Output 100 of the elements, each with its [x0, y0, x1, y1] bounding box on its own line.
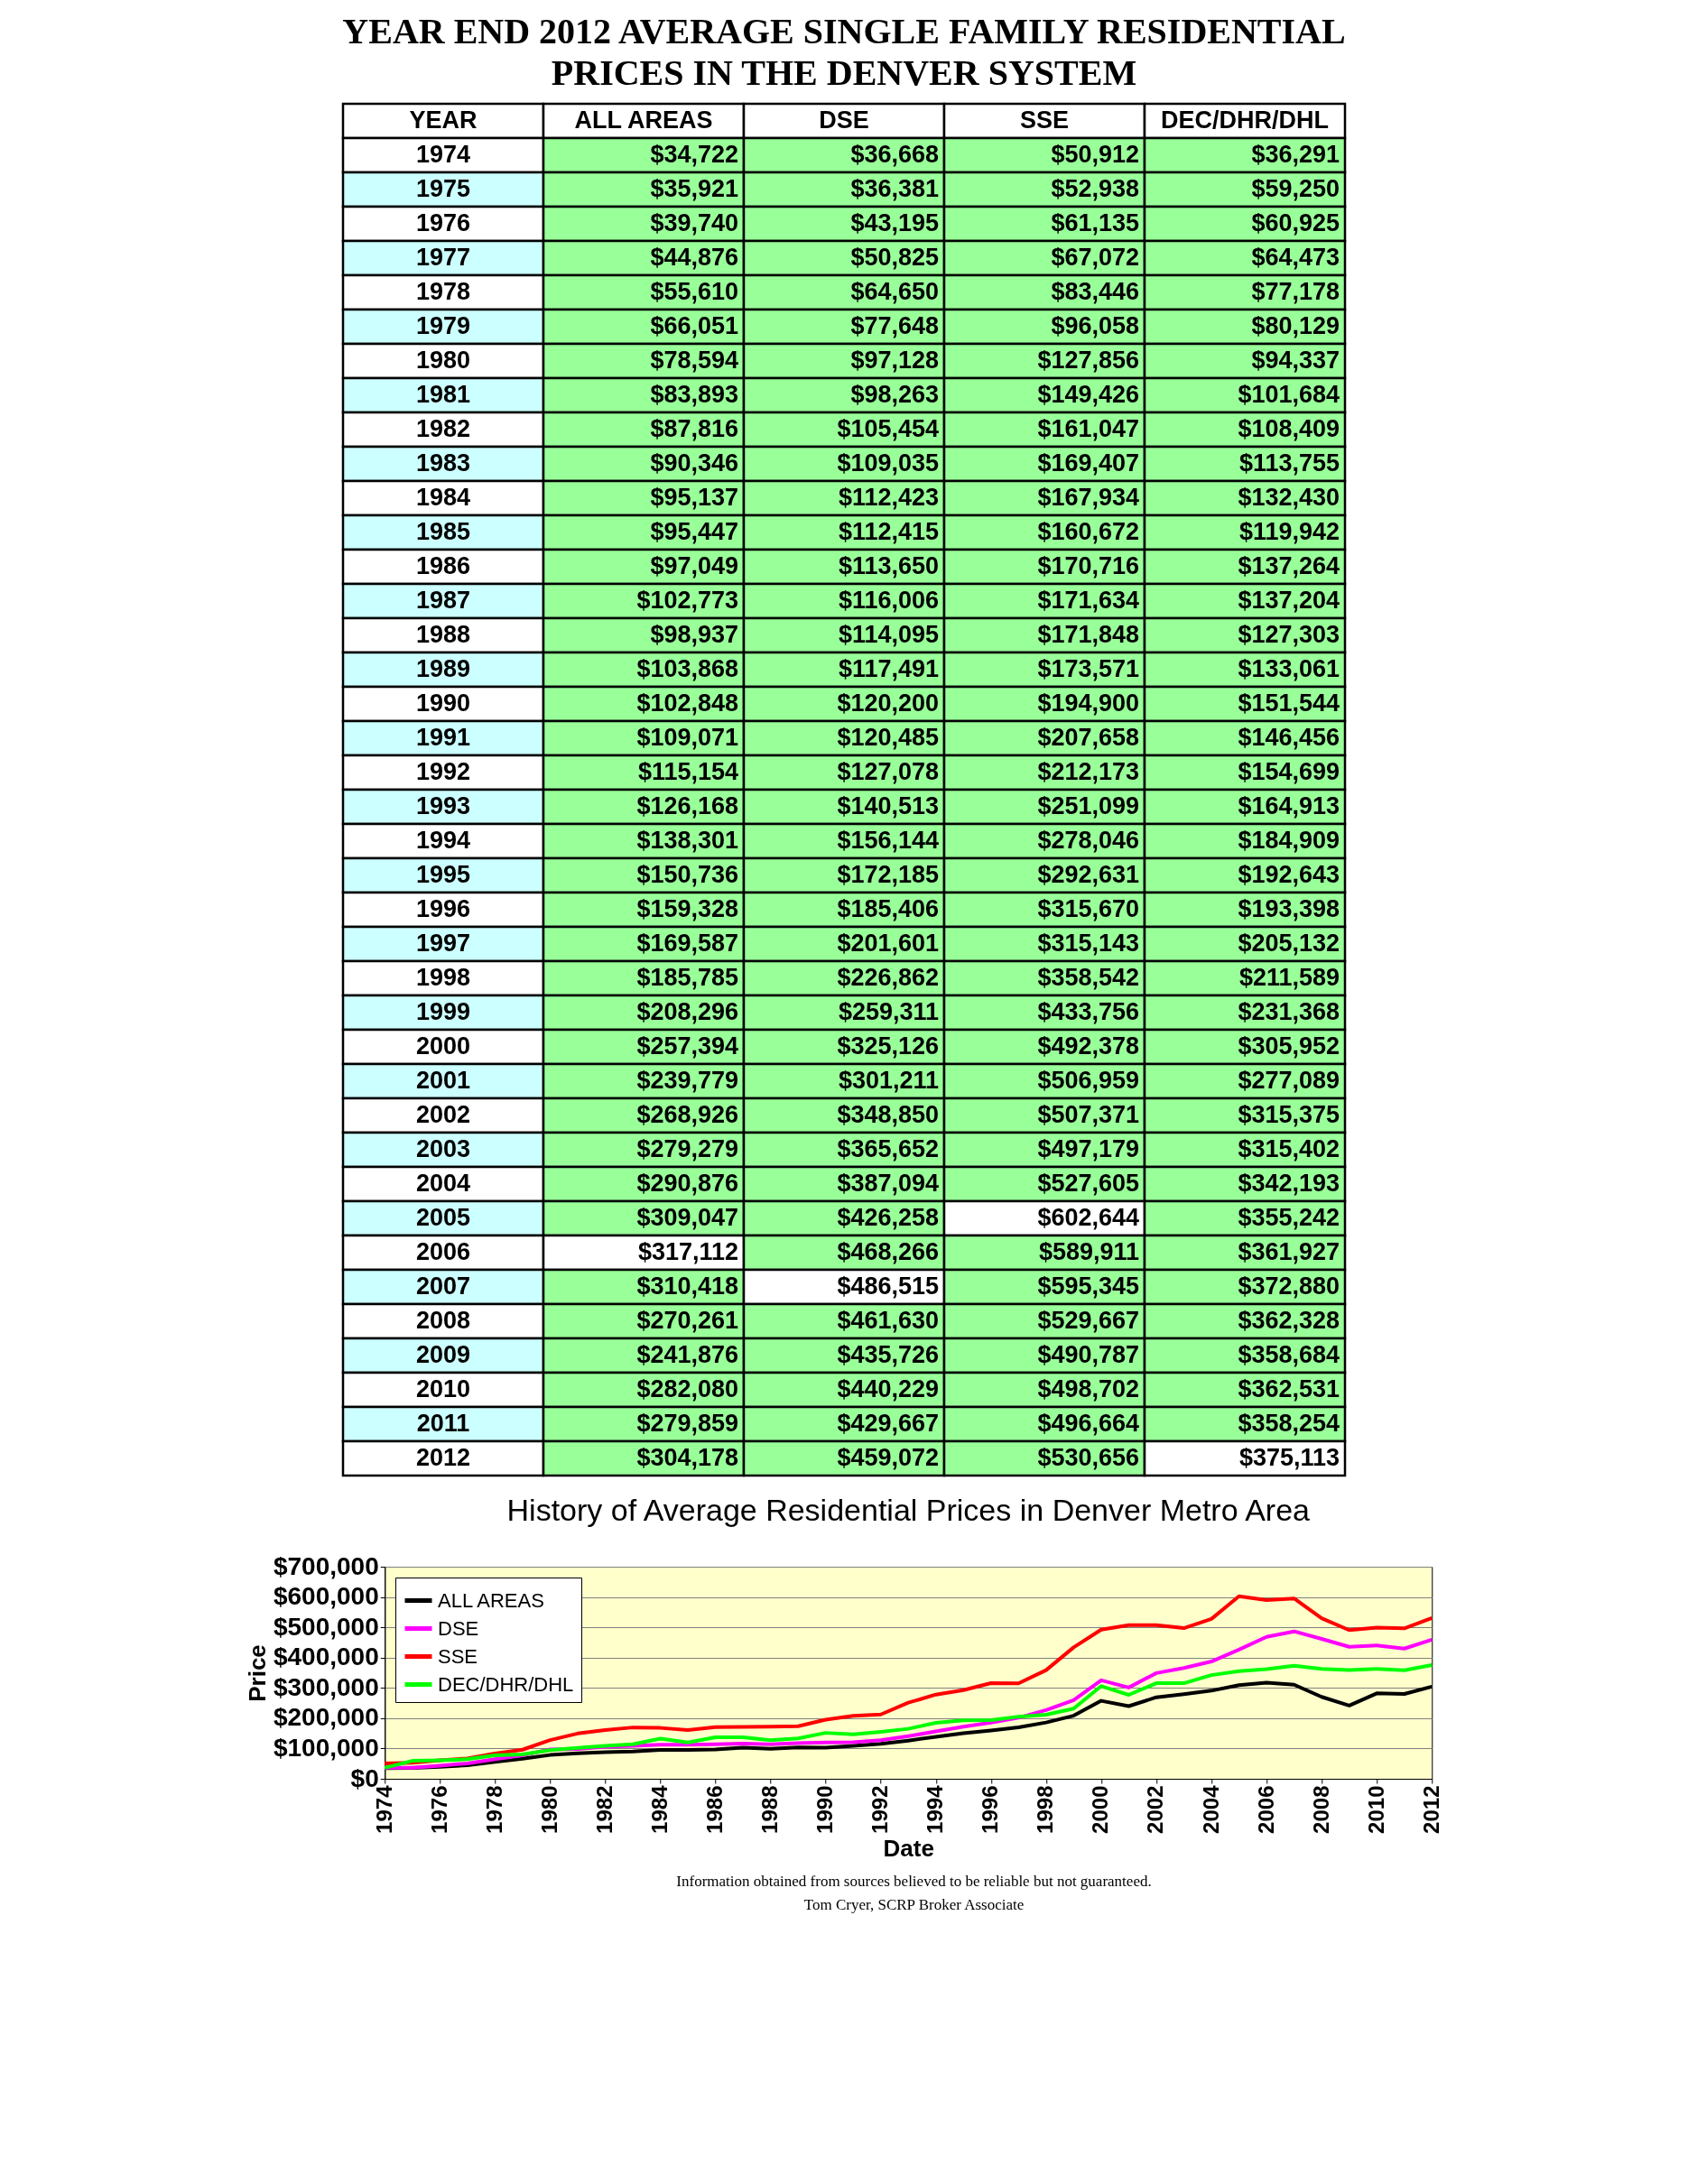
data-label: $208,296	[636, 998, 738, 1025]
x-tick-label: 2012	[1418, 1785, 1443, 1834]
data-label: $90,346	[650, 449, 738, 477]
data-label: $315,670	[1037, 895, 1139, 922]
data-label: $67,072	[1051, 244, 1139, 271]
data-label: $102,848	[636, 689, 738, 717]
y-tick-label: $200,000	[273, 1703, 379, 1732]
data-label: $101,684	[1238, 381, 1340, 408]
data-label: $170,716	[1037, 552, 1139, 579]
data-label: $194,900	[1037, 689, 1139, 717]
data-label: $64,650	[850, 278, 939, 305]
data-label: $315,143	[1037, 930, 1139, 957]
data-label: $127,303	[1238, 621, 1340, 648]
x-tick-label: 1990	[812, 1785, 838, 1834]
y-tick-label: 1978	[415, 278, 471, 305]
data-label: $60,925	[1251, 209, 1340, 236]
data-label: $113,755	[1238, 449, 1340, 477]
data-label: $259,311	[838, 998, 939, 1025]
y-tick-label: 1977	[415, 244, 471, 271]
y-tick-label: 2007	[415, 1272, 471, 1300]
data-label: $61,135	[1051, 209, 1139, 236]
data-label: $172,185	[837, 861, 939, 888]
data-label: $115,154	[637, 758, 738, 785]
y-tick-label: 2001	[415, 1067, 471, 1094]
data-label: $241,876	[636, 1341, 738, 1368]
data-label: $109,071	[636, 724, 738, 751]
data-label: $277,089	[1238, 1067, 1340, 1094]
x-tick-label: ALL AREAS	[574, 106, 713, 134]
y-tick-label: $100,000	[273, 1733, 379, 1762]
data-label: $105,454	[837, 415, 939, 442]
y-tick-label: 1974	[415, 141, 471, 168]
x-tick-label: DSE	[819, 106, 869, 134]
data-label: $137,264	[1238, 552, 1340, 579]
data-label: $226,862	[837, 964, 939, 991]
data-label: $315,375	[1238, 1101, 1340, 1128]
data-label: $282,080	[636, 1375, 738, 1402]
data-label: $113,650	[838, 552, 939, 579]
data-label: $52,938	[1051, 175, 1139, 202]
data-label: $64,473	[1251, 244, 1340, 271]
y-tick-label: 1986	[415, 552, 471, 579]
data-label: $440,229	[837, 1375, 939, 1402]
data-label: $310,418	[636, 1272, 738, 1300]
data-label: $66,051	[650, 312, 738, 339]
y-tick-label: 2008	[415, 1307, 471, 1334]
y-tick-label: 1975	[415, 175, 471, 202]
data-label: $498,702	[1037, 1375, 1139, 1402]
data-label: $160,672	[1037, 518, 1139, 545]
data-label: $185,406	[837, 895, 939, 922]
chart-title: History of Average Residential Prices in Denver Metro Area	[506, 1493, 1311, 1527]
data-label: $95,137	[650, 484, 738, 511]
data-label: $87,816	[650, 415, 738, 442]
x-tick-label: 2004	[1198, 1784, 1223, 1834]
data-label: $207,658	[1037, 724, 1139, 751]
data-label: $506,959	[1037, 1067, 1139, 1094]
data-label: $375,113	[1238, 1444, 1340, 1471]
data-label: $35,921	[650, 175, 738, 202]
data-label: $36,291	[1251, 141, 1340, 168]
data-label: $497,179	[1037, 1135, 1139, 1162]
data-label: $149,426	[1037, 381, 1139, 408]
data-label: $138,301	[636, 827, 738, 854]
y-tick-label: 1982	[415, 415, 471, 442]
data-label: $358,542	[1037, 964, 1139, 991]
data-label: $50,825	[850, 244, 939, 271]
data-label: $355,242	[1238, 1204, 1340, 1231]
y-tick-label: 2000	[415, 1032, 471, 1060]
y-tick-label: 2012	[415, 1444, 471, 1471]
y-tick-label: $400,000	[273, 1643, 379, 1671]
data-label: $211,589	[1238, 964, 1340, 991]
data-label: $151,544	[1238, 689, 1340, 717]
y-tick-label: 1996	[415, 895, 471, 922]
data-label: $114,095	[838, 621, 939, 648]
data-label: $193,398	[1238, 895, 1340, 922]
data-label: $270,261	[636, 1307, 738, 1334]
data-label: $348,850	[837, 1101, 939, 1128]
x-tick-label: 1986	[702, 1785, 728, 1834]
data-label: $304,178	[636, 1444, 738, 1471]
data-label: $150,736	[636, 861, 738, 888]
x-tick-label: 1994	[923, 1784, 948, 1834]
data-label: $83,893	[650, 381, 738, 408]
legend-label: DEC/DHR/DHL	[438, 1672, 574, 1696]
y-tick-label: 1993	[415, 792, 471, 819]
data-label: $362,328	[1238, 1307, 1340, 1334]
data-label: $43,195	[850, 209, 939, 236]
data-label: $97,128	[850, 347, 939, 374]
y-tick-label: 2006	[415, 1238, 471, 1265]
data-label: $602,644	[1037, 1204, 1139, 1231]
data-label: $426,258	[837, 1204, 939, 1231]
data-label: $268,926	[636, 1101, 738, 1128]
data-label: $36,668	[850, 141, 939, 168]
y-tick-label: 1981	[415, 381, 471, 408]
y-tick-label: 1988	[415, 621, 471, 648]
data-label: $461,630	[837, 1307, 939, 1334]
y-tick-label: 2011	[416, 1410, 470, 1437]
data-label: $164,913	[1238, 792, 1340, 819]
data-label: $529,667	[1037, 1307, 1139, 1334]
x-tick-label: 1980	[536, 1785, 561, 1834]
x-tick-label: 2006	[1253, 1785, 1278, 1834]
data-label: $205,132	[1238, 930, 1340, 957]
y-tick-label: 2003	[415, 1135, 471, 1162]
data-label: $95,447	[650, 518, 738, 545]
